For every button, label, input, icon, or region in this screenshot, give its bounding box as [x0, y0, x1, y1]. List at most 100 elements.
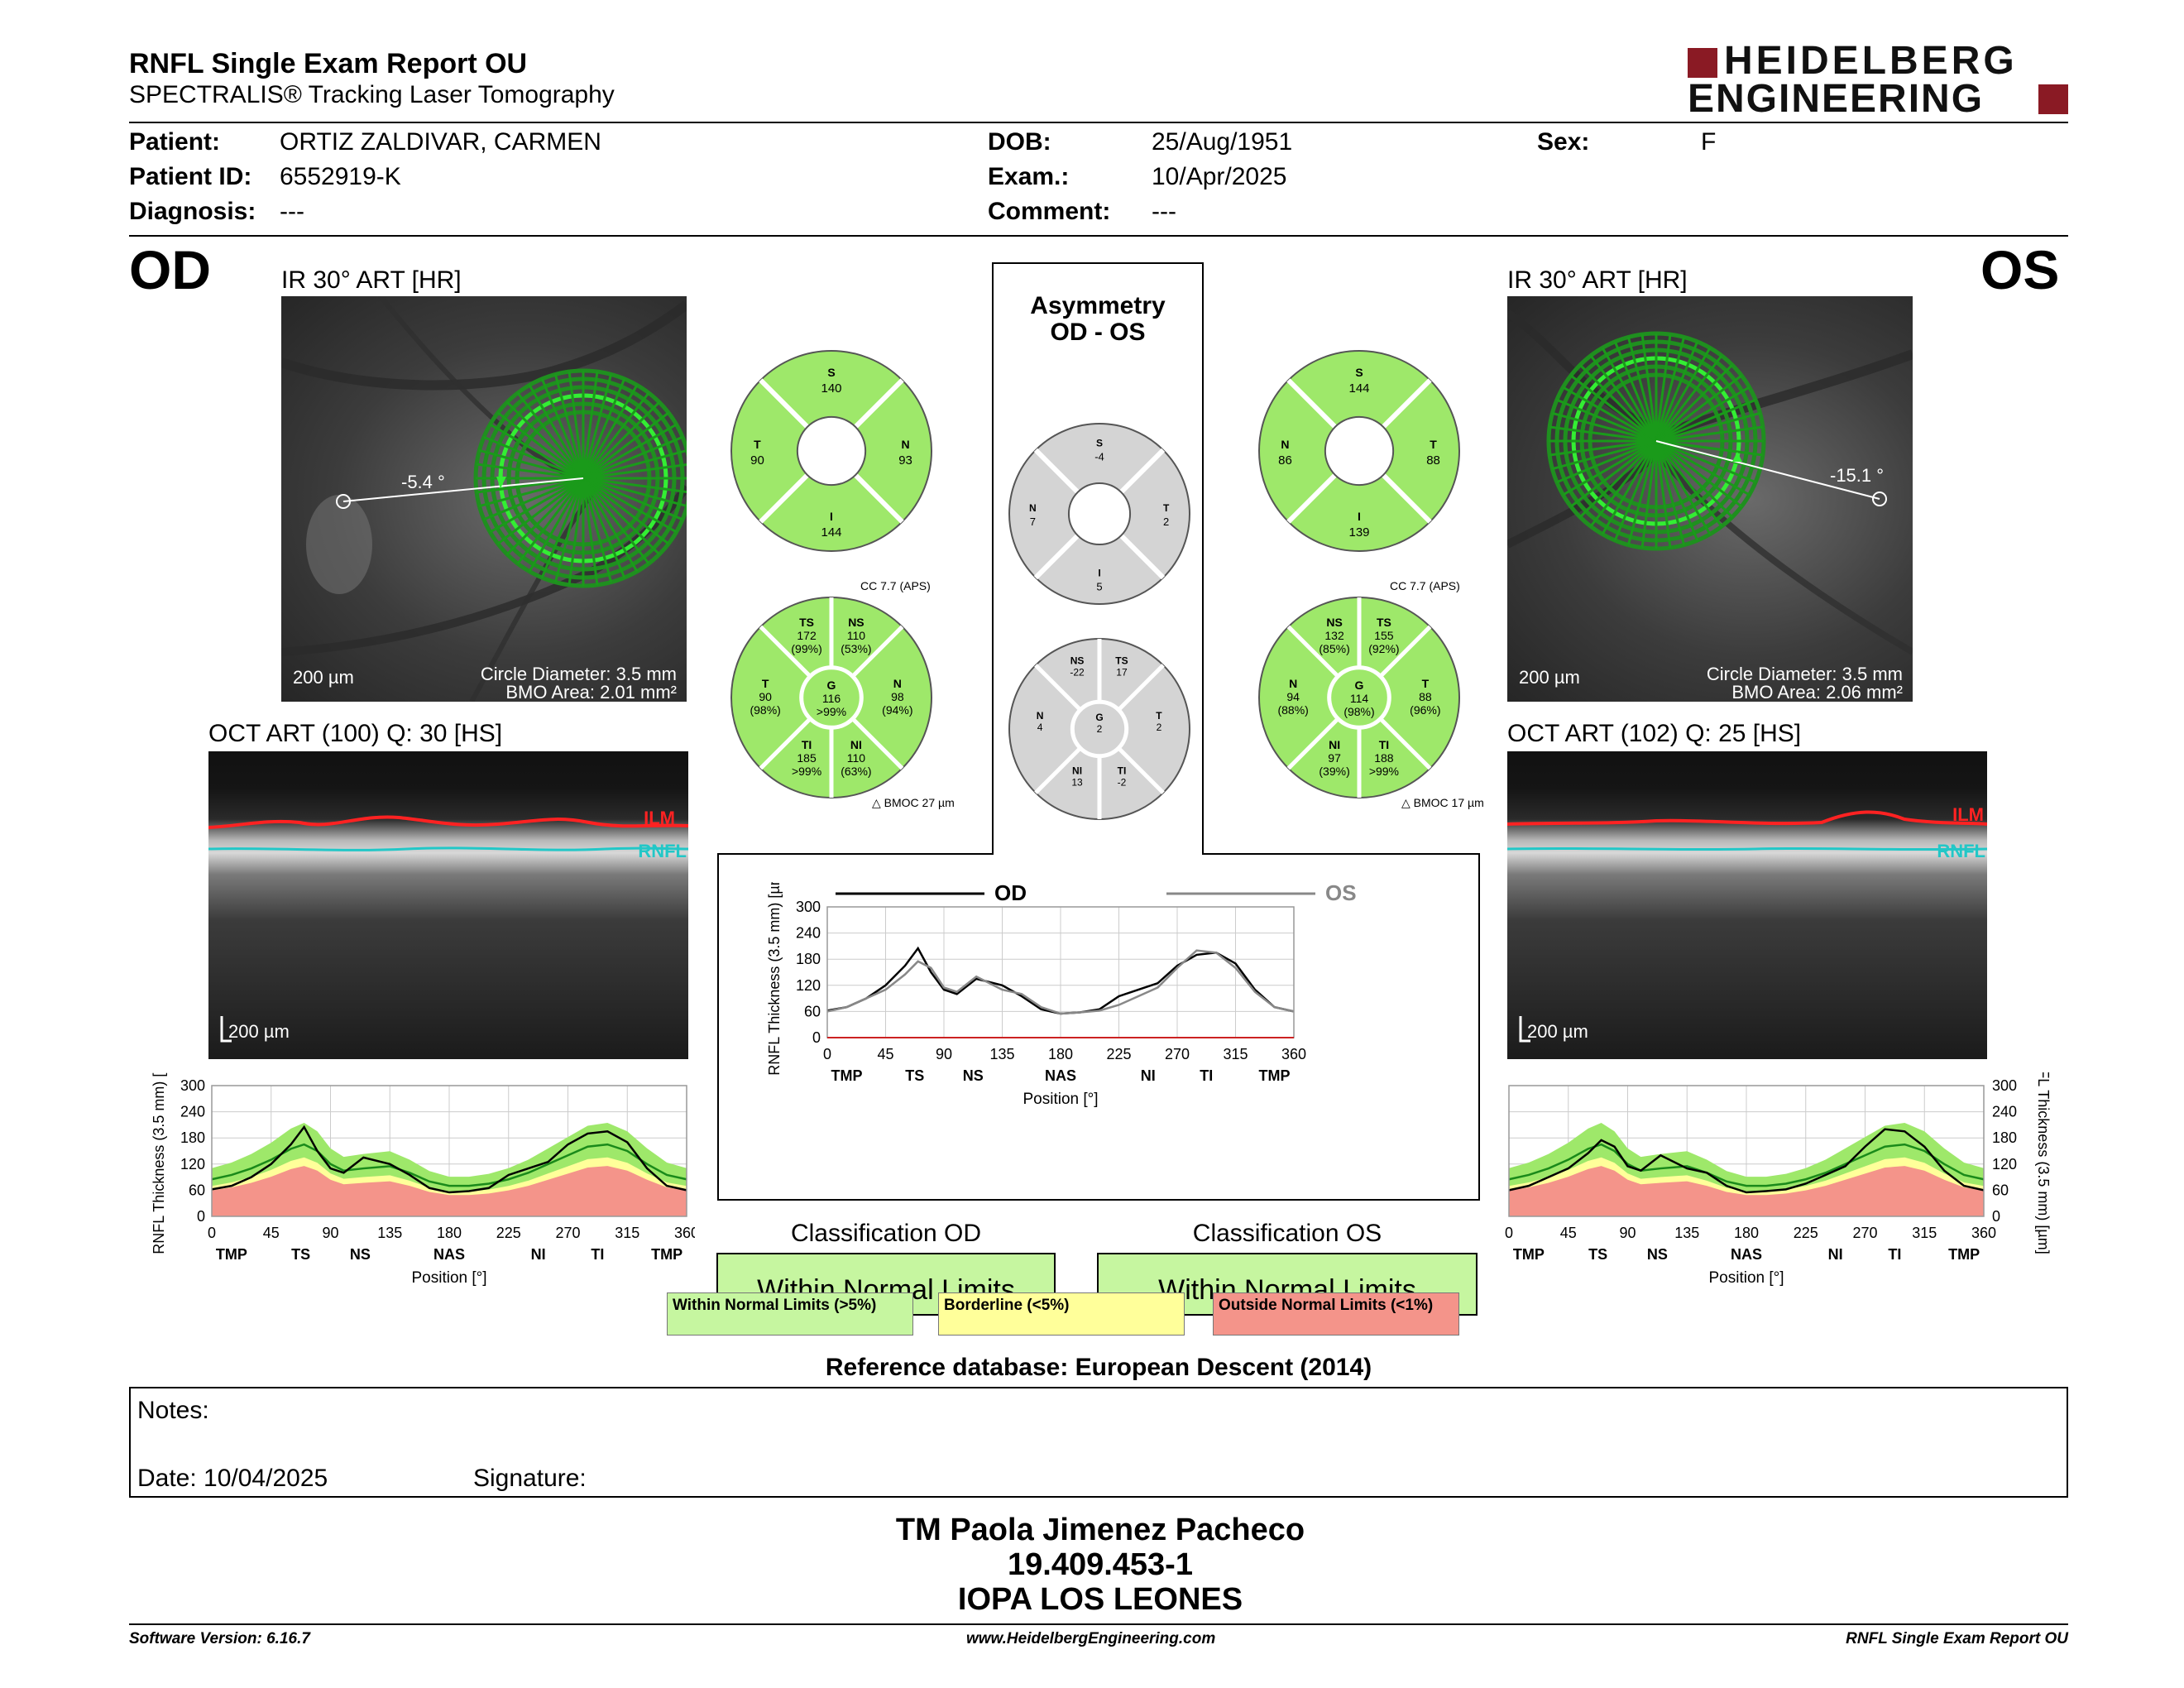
dob-value: 25/Aug/1951 [1152, 128, 1293, 156]
quadrant-center [1067, 482, 1132, 546]
os-cc-label: CC 7.7 (APS) [1390, 579, 1460, 592]
scan-spoke [582, 477, 683, 521]
os-classification-title: Classification OS [1192, 1220, 1382, 1247]
y-tick-label: 180 [180, 1129, 205, 1146]
scan-spoke [1626, 337, 1658, 442]
quadrant-center [1324, 415, 1395, 487]
od-thickness-chart: 0 60 120 180 240 300 0 45 90 135 180 225 270 315 360 TM… [151, 1072, 695, 1287]
od-ir-label: IR 30° ART [HR] [281, 266, 462, 294]
scan-spoke [1655, 333, 1672, 442]
sector-text-NI: NI [850, 738, 862, 751]
y-tick-label: 0 [197, 1208, 205, 1225]
logo-square-top [1688, 48, 1717, 78]
od-oct-overlay: ILM RNFL [208, 808, 688, 1043]
scan-spoke [1655, 439, 1733, 518]
sector-divider [759, 717, 812, 770]
header-divider [129, 122, 2068, 123]
x-tick-label: 360 [674, 1225, 695, 1241]
quadrant-label-I: I [1358, 510, 1361, 523]
os-rnfl-label: RNFL [1937, 841, 1985, 861]
x-tick-label: 0 [1505, 1225, 1513, 1241]
quadrant-label-N: N [1029, 502, 1037, 514]
y-tick-label: 300 [1992, 1077, 2017, 1094]
sector-text-TS: (92%) [1368, 642, 1399, 655]
x-tick-label: 270 [1852, 1225, 1877, 1241]
scan-spoke [1655, 354, 1723, 442]
website-link[interactable]: www.HeidelbergEngineering.com [966, 1630, 1216, 1647]
asymmetry-quadrant-chart: S -4 T 2 I 5 N 7 [1008, 423, 1190, 605]
os-oct-label: OCT ART (102) Q: 25 [HS] [1507, 720, 1802, 747]
sector-text-TS: 17 [1116, 666, 1128, 678]
sector-text-NI: 13 [1071, 777, 1083, 789]
comment-label: Comment: [988, 198, 1111, 225]
x-tick-label: 45 [1560, 1225, 1577, 1241]
sector-text-N: (88%) [1277, 703, 1308, 717]
scan-spoke [1601, 440, 1658, 535]
scan-spoke [582, 423, 678, 480]
od-eye-label: OD [129, 239, 211, 300]
scan-spoke [506, 477, 585, 555]
scan-spoke [582, 391, 650, 479]
os-ir-scale: 200 µm [1519, 667, 1580, 688]
x-tick-label: 225 [1106, 1046, 1131, 1062]
od-bmo-area: BMO Area: 2.01 mm² [505, 682, 677, 702]
od-circle-diameter: Circle Diameter: 3.5 mm [480, 664, 677, 684]
notes-label: Notes: [137, 1397, 209, 1424]
scan-spoke [540, 378, 585, 479]
sector-divider [1117, 664, 1165, 712]
sector-text-NS: NS [848, 616, 864, 629]
od-angle-text: -5.4 ° [401, 472, 445, 492]
os-oct-image: ILM RNFL 200 µm [1507, 751, 1987, 1059]
x-tick-label: 45 [263, 1225, 280, 1241]
series-line-s0 [1508, 1128, 1985, 1194]
sector-label-NI: NI [531, 1246, 546, 1263]
legend-os-text: OS [1325, 882, 1357, 905]
os-oct-overlay: ILM RNFL [1507, 804, 1987, 1043]
sector-text-NI: (39%) [1319, 765, 1349, 778]
sector-label-NI: NI [1141, 1067, 1156, 1084]
quadrant-center [796, 415, 867, 487]
x-tick-label: 315 [615, 1225, 639, 1241]
od-ir-scale: 200 µm [293, 667, 354, 688]
scan-spoke [582, 448, 687, 480]
od-rnfl-label: RNFL [638, 841, 687, 861]
scan-spoke [582, 384, 639, 479]
y-tick-label: 120 [180, 1156, 205, 1172]
scan-spoke [1589, 354, 1658, 442]
sector-text-NI: NI [1072, 765, 1082, 777]
sector-label-TMP: TMP [831, 1067, 863, 1084]
sector-text-TS: (99%) [791, 642, 821, 655]
legend-borderline: Borderline (<5%) [938, 1292, 1185, 1336]
sector-text-TI: TI [1118, 765, 1127, 777]
os-circle-diameter: Circle Diameter: 3.5 mm [1706, 664, 1903, 684]
x-tick-label: 270 [1165, 1046, 1190, 1062]
sector-text-NS: 132 [1324, 629, 1344, 642]
sector-text-N: 4 [1037, 722, 1043, 733]
report-title: RNFL Single Exam Report OU [129, 48, 528, 79]
scan-spoke [1655, 440, 1699, 541]
scan-spoke [1655, 439, 1764, 457]
sector-divider [1286, 625, 1340, 679]
sector-text-G: G [1095, 712, 1103, 723]
reference-database: Reference database: European Descent (20… [825, 1354, 1372, 1381]
sector-text-TI: >99% [792, 765, 821, 778]
scan-spoke [568, 477, 585, 586]
od-oct-label: OCT ART (100) Q: 30 [HS] [208, 720, 503, 747]
normal-mean-line [211, 1143, 687, 1187]
signer-institution: IOPA LOS LEONES [957, 1582, 1243, 1617]
sector-label-TS: TS [905, 1067, 924, 1084]
od-cc-label: CC 7.7 (APS) [860, 579, 931, 592]
scan-spoke [516, 391, 585, 479]
scan-spoke [1569, 374, 1657, 443]
patient-label: Patient: [129, 128, 221, 156]
scan-spoke [528, 477, 585, 573]
sector-text-N: N [1289, 677, 1297, 690]
x-tick-label: 135 [989, 1046, 1014, 1062]
scan-spoke [568, 371, 585, 479]
sector-text-TI: 185 [797, 751, 817, 765]
sector-text-N: 94 [1286, 690, 1300, 703]
sector-label-NS: NS [350, 1246, 371, 1263]
scan-spoke [1655, 439, 1751, 496]
scan-spoke [1613, 341, 1658, 442]
